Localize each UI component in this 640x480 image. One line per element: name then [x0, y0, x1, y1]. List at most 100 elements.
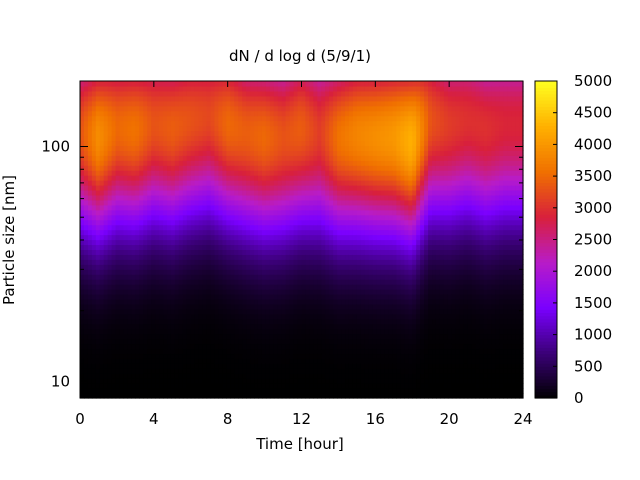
heatmap-cell [329, 140, 334, 146]
heatmap-cell [269, 298, 275, 305]
heatmap-cell [364, 284, 370, 290]
heatmap-cell [99, 165, 105, 171]
heatmap-cell [333, 125, 338, 132]
heatmap-cell [170, 274, 176, 280]
heatmap-cell [337, 204, 342, 211]
heatmap-cell [167, 358, 172, 364]
heatmap-cell [123, 308, 129, 315]
heatmap-cell [95, 95, 101, 102]
heatmap-cell [167, 363, 172, 369]
heatmap-cell [297, 199, 303, 206]
heatmap-cell [91, 323, 97, 330]
heatmap-cell [234, 180, 239, 186]
heatmap-cell [281, 130, 287, 137]
heatmap-cell [261, 155, 267, 161]
heatmap-cell [313, 303, 318, 310]
heatmap-cell [147, 90, 152, 97]
heatmap-cell [83, 189, 89, 196]
heatmap-cell [384, 383, 390, 389]
heatmap-cell [139, 180, 144, 186]
heatmap-cell [206, 219, 212, 226]
heatmap-cell [143, 239, 148, 246]
heatmap-cell [91, 338, 97, 345]
heatmap-cell [333, 189, 338, 196]
heatmap-cell [155, 383, 160, 389]
heatmap-cell [293, 85, 299, 92]
heatmap-cell [345, 155, 350, 161]
heatmap-cell [218, 150, 223, 156]
heatmap-cell [214, 85, 220, 92]
heatmap-cell [337, 393, 342, 399]
heatmap-cell [119, 328, 125, 335]
heatmap-cell [174, 239, 180, 246]
heatmap-cell [317, 328, 322, 335]
heatmap-cell [99, 81, 105, 87]
heatmap-cell [301, 194, 307, 201]
heatmap-cell [202, 90, 208, 97]
heatmap-cell [277, 194, 283, 201]
heatmap-cell [174, 120, 180, 127]
heatmap-cell [123, 100, 129, 107]
heatmap-cell [242, 318, 247, 325]
heatmap-cell [155, 363, 160, 369]
heatmap-cell [242, 338, 247, 345]
heatmap-cell [210, 249, 216, 255]
heatmap-cell [368, 204, 374, 211]
heatmap-cell [131, 120, 136, 127]
heatmap-cell [119, 224, 125, 231]
heatmap-cell [368, 130, 374, 137]
heatmap-cell [254, 120, 259, 127]
heatmap-cell [250, 293, 255, 300]
heatmap-cell [202, 155, 208, 161]
heatmap-cell [325, 373, 330, 379]
heatmap-cell [317, 165, 322, 171]
heatmap-cell [368, 135, 374, 142]
heatmap-cell [155, 199, 160, 206]
heatmap-cell [325, 289, 330, 295]
heatmap-cell [305, 308, 311, 315]
heatmap-cell [214, 338, 220, 345]
heatmap-cell [281, 209, 287, 216]
heatmap-cell [293, 125, 299, 132]
heatmap-cell [159, 219, 164, 226]
heatmap-cell [190, 244, 196, 250]
heatmap-cell [167, 333, 172, 340]
heatmap-cell [329, 318, 334, 325]
heatmap-cell [163, 125, 168, 132]
heatmap-cell [313, 189, 318, 196]
heatmap-cell [186, 393, 192, 399]
heatmap-cell [170, 348, 176, 355]
heatmap-cell [384, 209, 390, 216]
heatmap-cell [143, 224, 148, 231]
heatmap-cell [95, 343, 101, 350]
heatmap-cell [226, 90, 231, 97]
heatmap-cell [289, 150, 295, 156]
heatmap-cell [214, 393, 220, 399]
heatmap-cell [281, 323, 287, 330]
heatmap-cell [111, 333, 117, 340]
heatmap-cell [159, 135, 164, 142]
heatmap-cell [222, 135, 227, 142]
heatmap-cell [119, 269, 125, 275]
heatmap-cell [163, 155, 168, 161]
heatmap-cell [309, 338, 314, 345]
heatmap-cell [285, 308, 291, 315]
heatmap-cell [277, 204, 283, 211]
heatmap-cell [289, 303, 295, 310]
heatmap-cell [337, 249, 342, 255]
heatmap-cell [356, 318, 362, 325]
heatmap-cell [123, 388, 129, 394]
heatmap-cell [309, 244, 314, 250]
heatmap-cell [317, 323, 322, 330]
heatmap-cell [261, 343, 267, 350]
heatmap-cell [345, 259, 350, 265]
heatmap-cell [99, 150, 105, 156]
heatmap-cell [202, 298, 208, 305]
heatmap-cell [159, 254, 164, 260]
heatmap-cell [182, 328, 188, 335]
heatmap-cell [250, 115, 255, 122]
heatmap-cell [265, 264, 271, 270]
heatmap-cell [230, 145, 235, 151]
heatmap-cell [301, 363, 307, 369]
heatmap-cell [139, 358, 144, 364]
